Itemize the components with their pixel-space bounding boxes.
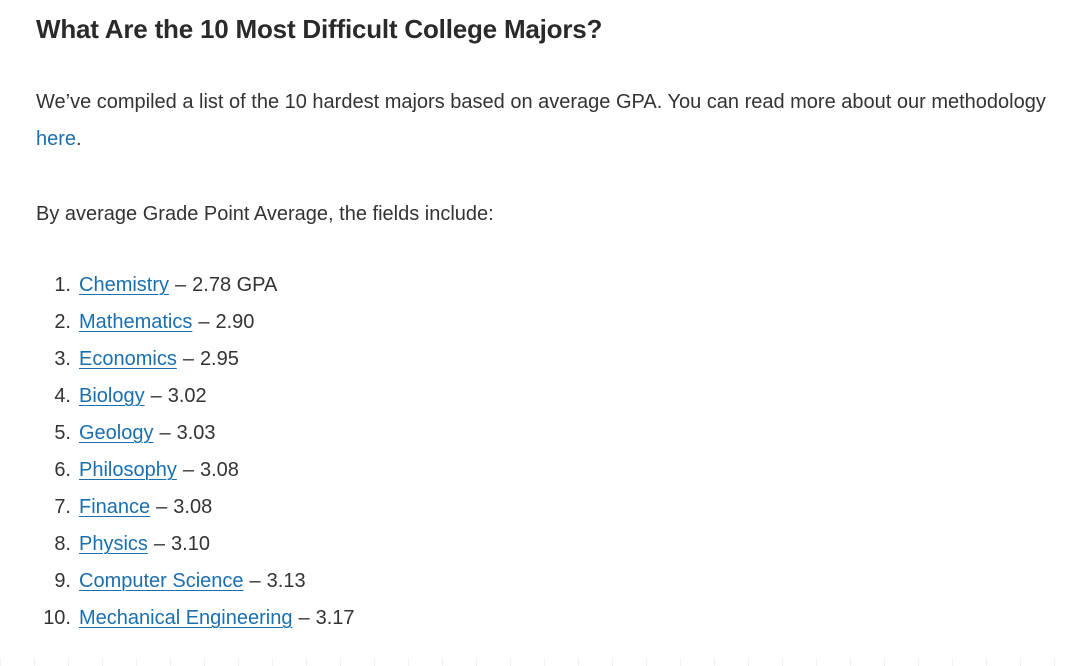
separator: – bbox=[249, 570, 261, 592]
gpa-value: 3.13 bbox=[266, 570, 306, 592]
list-number: 7. bbox=[54, 496, 71, 518]
gpa-value: 2.95 bbox=[199, 348, 239, 370]
separator: – bbox=[182, 348, 194, 370]
list-item: 4. Biology – 3.02 bbox=[36, 378, 355, 415]
list-number: 8. bbox=[54, 533, 71, 555]
list-item: 1. Chemistry – 2.78 GPA bbox=[36, 267, 355, 304]
gpa-value: 3.10 bbox=[171, 533, 210, 555]
gpa-value: 3.08 bbox=[173, 496, 213, 518]
methodology-link[interactable]: here bbox=[36, 128, 77, 150]
bottom-divider bbox=[0, 658, 1080, 666]
major-link-mechanical-engineering[interactable]: Mechanical Engineering bbox=[79, 607, 293, 629]
intro-text: We’ve compiled a list of the 10 hardest … bbox=[36, 91, 1046, 113]
list-number: 1. bbox=[54, 274, 71, 296]
list-number: 3. bbox=[54, 348, 71, 370]
list-item: 3. Economics – 2.95 bbox=[36, 341, 355, 378]
list-item: 8. Physics – 3.10 bbox=[36, 526, 355, 563]
separator: – bbox=[175, 274, 187, 296]
separator: – bbox=[150, 385, 162, 407]
list-number: 2. bbox=[54, 311, 71, 333]
separator: – bbox=[298, 607, 310, 629]
list-intro: By average Grade Point Average, the fiel… bbox=[36, 203, 494, 225]
intro-text-end: . bbox=[76, 128, 82, 150]
list-item: 2. Mathematics – 2.90 bbox=[36, 304, 355, 341]
list-item: 5. Geology – 3.03 bbox=[36, 415, 355, 452]
list-item: 9. Computer Science – 3.13 bbox=[36, 563, 355, 600]
major-link-philosophy[interactable]: Philosophy bbox=[79, 459, 177, 481]
separator: – bbox=[182, 459, 194, 481]
major-link-chemistry[interactable]: Chemistry bbox=[79, 274, 170, 296]
gpa-value: 2.90 bbox=[215, 311, 255, 333]
separator: – bbox=[156, 496, 168, 518]
list-item: 6. Philosophy – 3.08 bbox=[36, 452, 355, 489]
separator: – bbox=[153, 533, 166, 555]
gpa-value: 3.03 bbox=[176, 422, 216, 444]
major-link-physics[interactable]: Physics bbox=[79, 533, 148, 555]
list-item: 7. Finance – 3.08 bbox=[36, 489, 355, 526]
list-number: 4. bbox=[54, 385, 71, 407]
gpa-value: 3.02 bbox=[167, 385, 207, 407]
gpa-value: 3.08 bbox=[199, 459, 239, 481]
list-number: 6. bbox=[54, 459, 71, 481]
list-number: 10. bbox=[43, 607, 71, 629]
majors-list: 1. Chemistry – 2.78 GPA 2. Mathematics –… bbox=[36, 267, 355, 637]
gpa-value: 3.17 bbox=[315, 607, 355, 629]
separator: – bbox=[198, 311, 210, 333]
separator: – bbox=[159, 422, 171, 444]
list-number: 5. bbox=[54, 422, 71, 444]
page-title: What Are the 10 Most Difficult College M… bbox=[36, 14, 603, 44]
major-link-computer-science[interactable]: Computer Science bbox=[79, 570, 244, 592]
major-link-finance[interactable]: Finance bbox=[79, 496, 151, 518]
major-link-economics[interactable]: Economics bbox=[79, 348, 177, 370]
major-link-biology[interactable]: Biology bbox=[79, 385, 145, 407]
major-link-geology[interactable]: Geology bbox=[79, 422, 154, 444]
list-number: 9. bbox=[54, 570, 71, 592]
list-item: 10. Mechanical Engineering – 3.17 bbox=[36, 600, 355, 637]
intro-paragraph: We’ve compiled a list of the 10 hardest … bbox=[36, 84, 1061, 158]
gpa-value: 2.78 GPA bbox=[192, 274, 278, 296]
major-link-mathematics[interactable]: Mathematics bbox=[79, 311, 193, 333]
